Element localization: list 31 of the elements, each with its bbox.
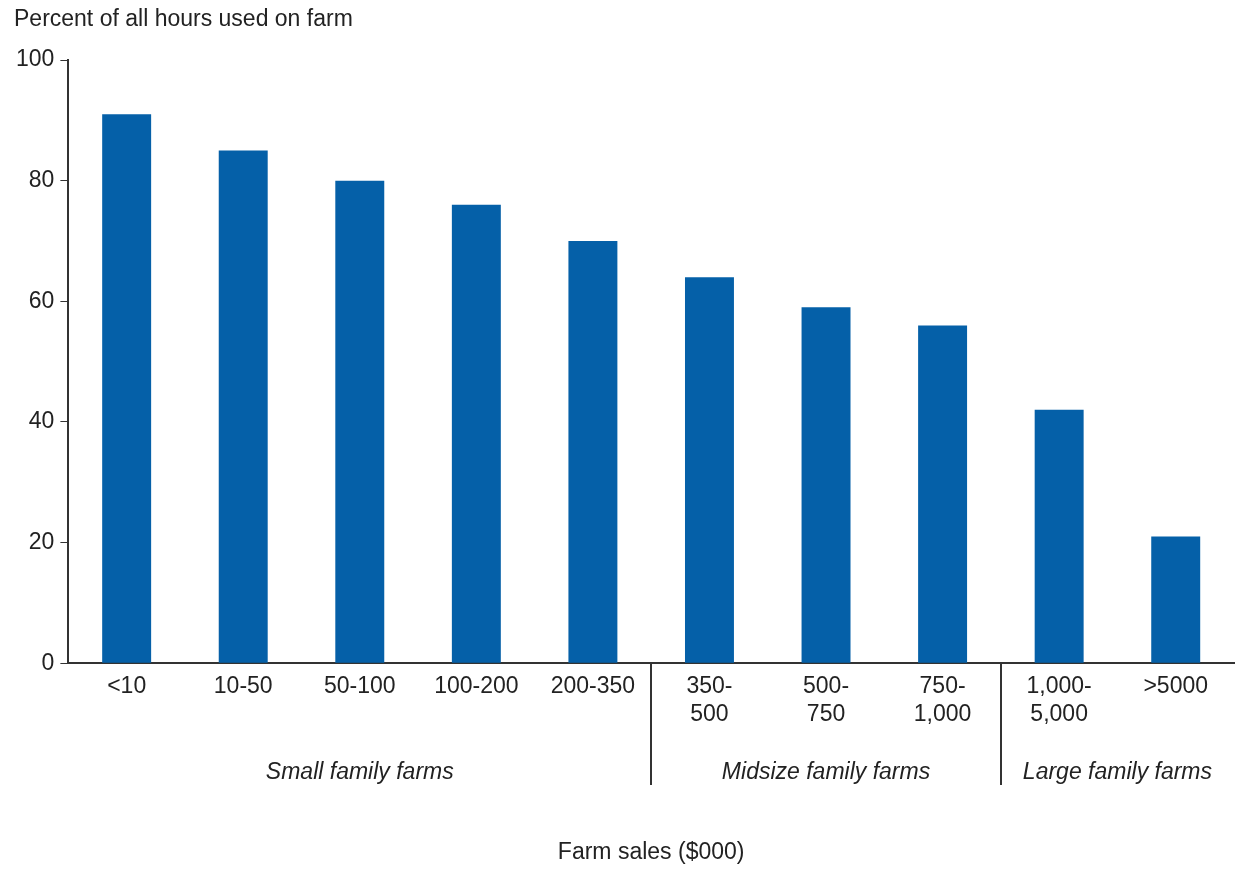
y-tick-label: 0 — [41, 648, 55, 675]
bar — [918, 325, 968, 663]
bar — [684, 277, 734, 663]
bar — [451, 204, 501, 663]
x-axis-title: Farm sales ($000) — [557, 837, 745, 864]
x-tick-label: <10 — [107, 672, 147, 699]
x-tick-label: 750-1,000 — [913, 672, 972, 726]
y-tick-label: 60 — [28, 286, 55, 313]
x-tick-label: 350-500 — [686, 672, 733, 726]
x-tick-label: 100-200 — [434, 672, 519, 699]
x-tick-label: 200-350 — [550, 672, 636, 699]
x-tick-label: 1,000-5,000 — [1026, 672, 1092, 726]
bar — [218, 150, 268, 663]
text: Large family farms — [1022, 758, 1213, 785]
y-tick-label: 100 — [16, 45, 55, 72]
x-tick-label: 500-750 — [803, 672, 850, 726]
x-tick-label: >5000 — [1143, 672, 1209, 699]
x-tick-label: 50-100 — [323, 672, 396, 699]
text: Small family farms — [265, 758, 455, 785]
bar — [1151, 536, 1201, 663]
y-tick-label: 80 — [28, 165, 55, 192]
bar — [1034, 409, 1084, 663]
bar — [568, 240, 618, 663]
bar — [801, 307, 851, 663]
text: Midsize family farms — [721, 758, 931, 785]
y-tick-label: 40 — [28, 407, 55, 434]
x-tick-label: 10-50 — [213, 672, 273, 699]
bar — [102, 114, 152, 663]
y-axis-title: Percent of all hours used on farm — [14, 5, 353, 32]
y-tick-label: 20 — [28, 527, 55, 554]
bar — [335, 180, 385, 663]
